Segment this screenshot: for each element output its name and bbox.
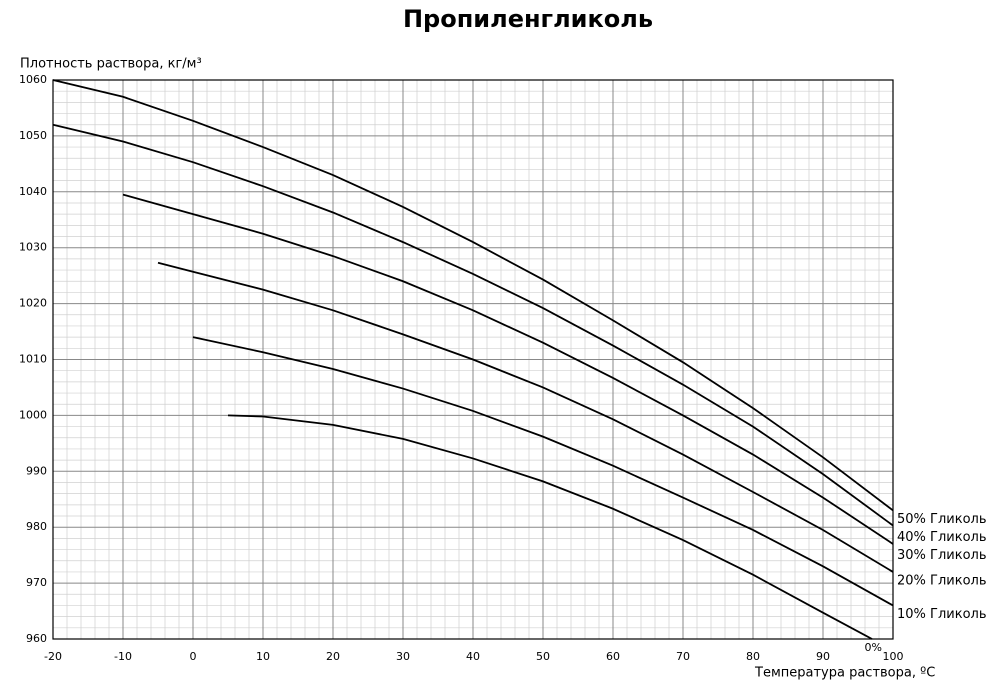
x-tick-label: -20 — [44, 650, 62, 663]
series-line — [52, 79, 894, 512]
x-tick-label: 0 — [190, 650, 197, 663]
series-label: 0% — [865, 641, 882, 654]
series-line — [227, 414, 873, 640]
series-label: 50% Гликоль — [897, 512, 987, 527]
y-tick-label: 980 — [26, 520, 47, 533]
y-tick-label: 990 — [26, 464, 47, 477]
y-tick-label: 1010 — [19, 353, 47, 366]
y-tick-label: 960 — [26, 632, 47, 645]
y-tick-label: 1020 — [19, 297, 47, 310]
x-axis-label: Температура раствора, ºC — [754, 666, 935, 681]
x-tick-label: 60 — [606, 650, 620, 663]
y-tick-label: 970 — [26, 576, 47, 589]
series-line — [122, 193, 894, 545]
y-tick-label: 1030 — [19, 241, 47, 254]
x-tick-label: 10 — [256, 650, 270, 663]
chart-title: Пропиленгликоль — [403, 5, 653, 33]
x-tick-label: 80 — [746, 650, 760, 663]
y-tick-label: 1050 — [19, 129, 47, 142]
series-label: 30% Гликоль — [897, 548, 987, 563]
series-line — [192, 336, 894, 607]
x-tick-label: -10 — [114, 650, 132, 663]
x-tick-label: 20 — [326, 650, 340, 663]
series-line — [52, 123, 894, 527]
plot-frame — [52, 79, 894, 640]
y-tick-label: 1000 — [19, 408, 47, 421]
series-label: 20% Гликоль — [897, 573, 987, 588]
x-tick-label: 50 — [536, 650, 550, 663]
x-tick-label: 30 — [396, 650, 410, 663]
y-tick-label: 1040 — [19, 185, 47, 198]
x-tick-label: 70 — [676, 650, 690, 663]
y-axis-label: Плотность раствора, кг/м³ — [20, 57, 202, 72]
y-tick-label: 1060 — [19, 73, 47, 86]
series-line — [157, 261, 894, 573]
x-tick-label: 100 — [883, 650, 904, 663]
series-label: 10% Гликоль — [897, 607, 987, 622]
x-tick-label: 90 — [816, 650, 830, 663]
x-tick-label: 40 — [466, 650, 480, 663]
series-label: 40% Гликоль — [897, 530, 987, 545]
